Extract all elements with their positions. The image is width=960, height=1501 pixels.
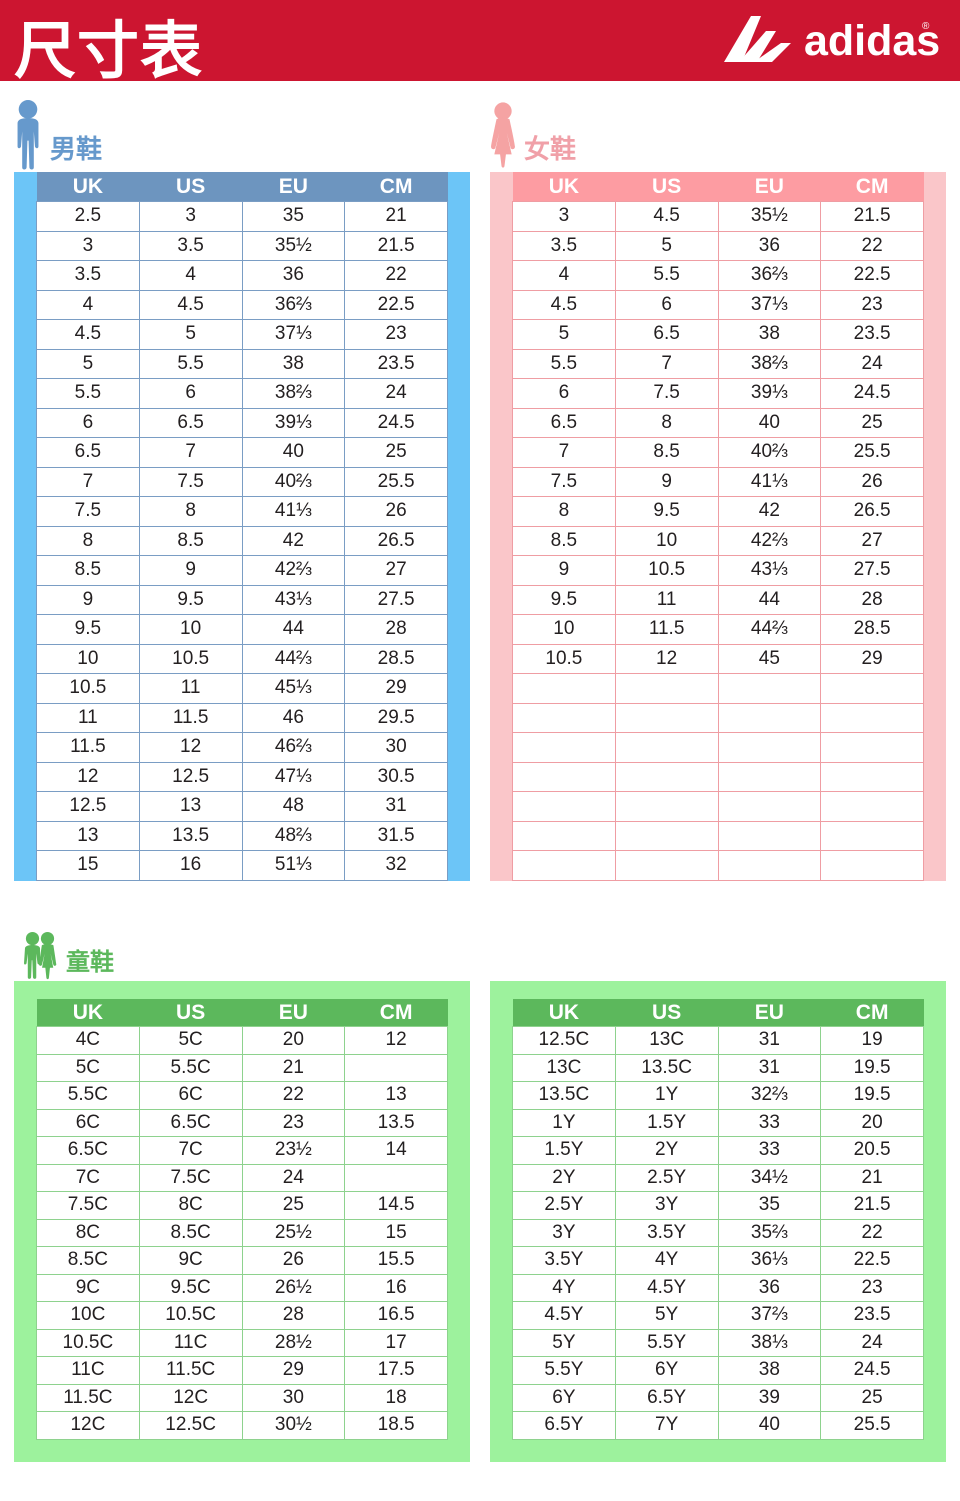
svg-text:adidas: adidas (804, 17, 940, 62)
svg-text:®: ® (922, 21, 930, 32)
